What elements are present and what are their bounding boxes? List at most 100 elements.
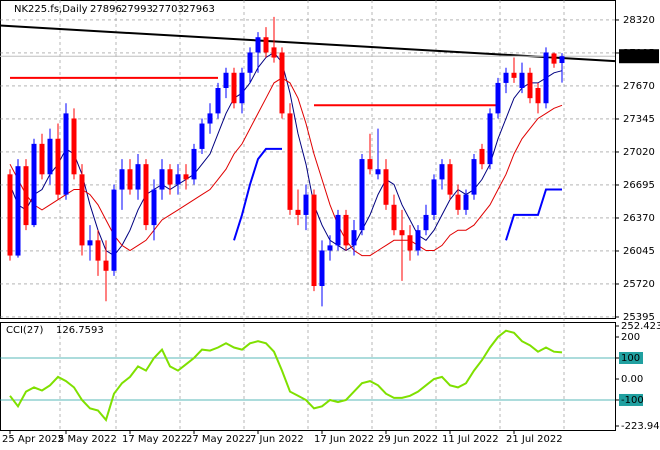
candle-body (383, 169, 389, 205)
trendline (0, 24, 616, 63)
indicator-line (9, 77, 563, 257)
candle-body (303, 194, 309, 215)
candle-body (415, 230, 421, 251)
x-tick-label: 11 Jul 2022 (442, 434, 499, 445)
y-tick-label: 0.00 (621, 374, 643, 385)
y-tick-label: 26370 (623, 213, 655, 224)
candle-body (191, 148, 197, 180)
candle-body (335, 214, 341, 246)
candle-body (63, 113, 69, 195)
candle-body (111, 189, 117, 271)
candle-body (519, 72, 525, 89)
candle-body (215, 88, 221, 114)
candle-body (247, 52, 253, 73)
x-tick-label: 25 Apr 2022 (2, 434, 64, 445)
indicator-line (10, 76, 498, 107)
y-tick-label: 27020 (623, 147, 655, 158)
candle-body (535, 88, 541, 104)
y-tick-label: 27670 (623, 81, 655, 92)
low-label: 27703 (152, 4, 184, 15)
level-label-box (619, 393, 643, 406)
y-tick-label: 252.4231 (621, 321, 660, 332)
candle-body (23, 166, 29, 226)
candle-body (359, 159, 365, 231)
candle-body (79, 174, 85, 246)
candle-body (455, 194, 461, 210)
candle-body (503, 72, 509, 83)
candle-body (399, 230, 405, 236)
x-tick-label: 17 Jun 2022 (314, 434, 374, 445)
candle-body (527, 72, 533, 99)
y-tick-label: -223.949 (621, 421, 660, 432)
candle-body (479, 148, 485, 165)
candle-body (375, 169, 381, 175)
indicator-line (233, 147, 562, 241)
cci-title: CCI(27) (6, 325, 44, 336)
cci-line (9, 329, 563, 422)
candle-body (135, 164, 141, 190)
candle-body (231, 72, 237, 104)
x-tick-label: 27 May 2022 (186, 434, 251, 445)
y-tick-label: 25720 (623, 279, 655, 290)
cci-current-value: 126.7593 (56, 325, 104, 336)
candle-body (287, 113, 293, 210)
indicator-line (9, 51, 563, 257)
y-tick-label: -100 (621, 395, 644, 406)
x-tick-label: 21 Jul 2022 (506, 434, 563, 445)
x-tick-label: 29 Jun 2022 (378, 434, 438, 445)
y-tick-label: 25395 (623, 312, 655, 323)
y-tick-label: 26695 (623, 180, 655, 191)
candle-body (159, 169, 165, 190)
candle-body (295, 209, 301, 215)
candle-body (255, 37, 261, 53)
close-label: 27963 (183, 4, 215, 15)
candle-body (239, 72, 245, 104)
candle-body (279, 52, 285, 114)
candle-body (127, 169, 133, 190)
candle-body (407, 235, 413, 251)
candle-body (15, 166, 21, 256)
candle-body (551, 53, 557, 64)
y-tick-label: 200 (621, 332, 640, 343)
candle-body (311, 194, 317, 287)
candle-body (263, 37, 269, 53)
symbol-label: NK225.fs,Daily (14, 4, 88, 15)
candle-body (431, 179, 437, 215)
candle-body (343, 214, 349, 246)
candle-body (167, 169, 173, 185)
candle-body (351, 230, 357, 246)
candle-body (487, 113, 493, 165)
candle-body (271, 47, 277, 58)
y-tick-label: 26045 (623, 246, 655, 257)
current-price-box (619, 49, 659, 64)
candle-body (47, 138, 53, 175)
candle-body (31, 143, 37, 226)
candle-body (175, 174, 181, 185)
candle-body (183, 174, 189, 180)
x-tick-label: 5 May 2022 (58, 434, 117, 445)
y-tick-label: 27345 (623, 114, 655, 125)
candle-body (543, 52, 549, 104)
candle-body (95, 240, 101, 261)
candle-body (223, 72, 229, 89)
open-label: 27896 (90, 4, 122, 15)
candle-body (207, 113, 213, 124)
candle-body (319, 250, 325, 287)
candle-body (87, 240, 93, 246)
candle-body (463, 194, 469, 210)
candle-body (511, 72, 517, 78)
candle-body (423, 214, 429, 231)
candle-body (327, 245, 333, 251)
candle-body (119, 169, 125, 190)
candle-body (143, 164, 149, 226)
y-tick-label: 100 (621, 353, 640, 364)
candle-body (71, 118, 77, 175)
candle-body (151, 189, 157, 226)
x-tick-label: 17 May 2022 (122, 434, 187, 445)
candle-body (559, 56, 565, 64)
candle-body (367, 159, 373, 170)
cci-panel-frame (0, 322, 616, 431)
y-tick-label: 28320 (623, 15, 655, 26)
